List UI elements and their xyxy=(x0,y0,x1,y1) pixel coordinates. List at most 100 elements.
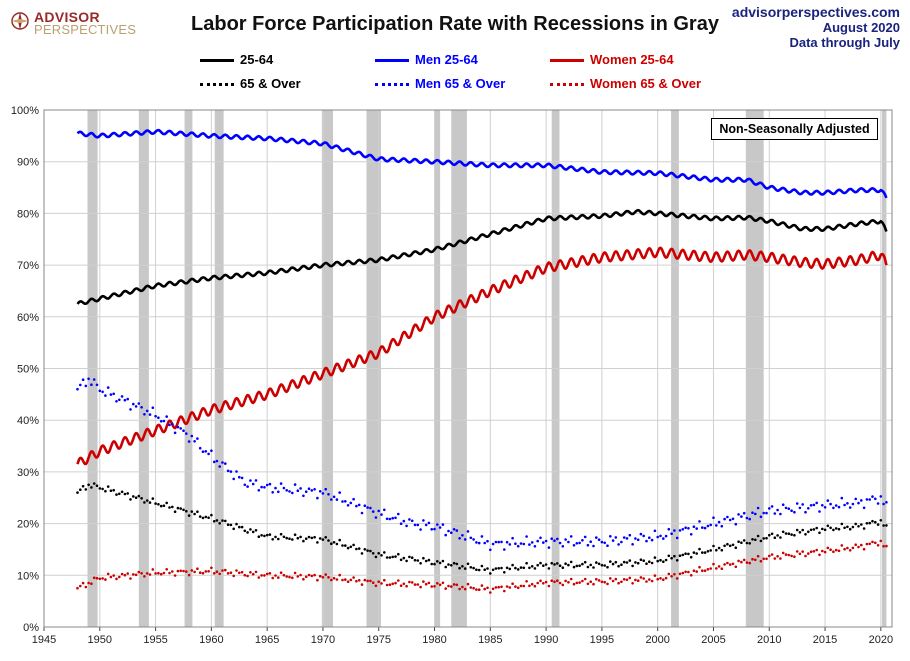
series-point-men-65-over xyxy=(271,491,275,494)
series-point-women-65-over xyxy=(648,578,651,581)
series-point-women-65-over xyxy=(285,575,289,578)
series-point-women-65-over xyxy=(397,579,400,582)
series-point-women-65-over xyxy=(410,581,414,584)
series-point-men-65-over xyxy=(466,530,470,533)
series-point-men-65-over xyxy=(603,541,606,545)
series-point-65-over xyxy=(327,539,330,542)
legend-label: 65 & Over xyxy=(240,76,301,91)
series-point-women-65-over xyxy=(346,580,350,583)
series-point-men-65-over xyxy=(505,540,509,544)
series-point-65-over xyxy=(628,559,632,562)
series-point-women-65-over xyxy=(274,574,277,577)
series-point-men-65-over xyxy=(547,546,551,549)
series-point-65-over xyxy=(84,488,88,491)
series-point-women-65-over xyxy=(742,558,746,562)
series-point-men-65-over xyxy=(95,383,99,387)
series-point-65-over xyxy=(567,563,570,567)
series-point-men-65-over xyxy=(84,384,88,388)
series-point-65-over xyxy=(316,541,319,544)
x-tick-label: 1950 xyxy=(88,634,112,646)
series-point-65-over xyxy=(413,558,417,562)
series-point-women-65-over xyxy=(508,586,512,589)
series-point-women-65-over xyxy=(226,572,230,575)
series-point-65-over xyxy=(210,513,213,517)
series-point-men-65-over xyxy=(151,406,155,410)
series-point-men-65-over xyxy=(812,503,816,507)
series-point-women-65-over xyxy=(229,571,233,574)
series-point-men-65-over xyxy=(617,543,620,546)
series-point-65-over xyxy=(653,556,657,559)
series-point-65-over xyxy=(433,562,436,566)
series-point-65-over xyxy=(332,541,336,544)
series-point-men-65-over xyxy=(145,409,149,413)
series-point-men-65-over xyxy=(840,496,844,500)
series-point-65-over xyxy=(511,563,514,567)
series-point-men-65-over xyxy=(265,483,269,487)
source-site[interactable]: advisorperspectives.com xyxy=(731,4,900,20)
series-point-women-65-over xyxy=(332,576,336,580)
series-point-men-65-over xyxy=(494,540,498,544)
series-point-65-over xyxy=(625,561,629,564)
series-point-men-65-over xyxy=(299,487,302,490)
series-point-65-over xyxy=(667,554,671,558)
series-point-65-over xyxy=(692,551,696,554)
series-point-65-over xyxy=(159,504,163,508)
series-point-women-65-over xyxy=(851,546,855,550)
series-point-men-65-over xyxy=(316,496,319,500)
series-point-women-65-over xyxy=(505,585,509,588)
series-point-women-65-over xyxy=(569,577,573,581)
series-point-men-65-over xyxy=(670,532,673,535)
series-point-men-65-over xyxy=(536,539,539,543)
y-tick-label: 100% xyxy=(11,105,39,117)
series-point-women-65-over xyxy=(399,584,403,587)
series-point-women-65-over xyxy=(137,570,141,574)
series-point-65-over xyxy=(609,560,612,563)
series-point-men-65-over xyxy=(391,516,395,520)
series-point-men-65-over xyxy=(397,512,400,516)
series-point-65-over xyxy=(860,523,863,526)
series-point-65-over xyxy=(581,562,584,566)
series-point-women-65-over xyxy=(369,579,372,583)
series-point-women-65-over xyxy=(862,547,866,551)
series-point-65-over xyxy=(840,522,844,526)
series-point-women-65-over xyxy=(871,540,874,544)
series-point-65-over xyxy=(126,492,129,495)
series-point-65-over xyxy=(583,560,587,564)
series-point-65-over xyxy=(631,564,634,568)
series-point-men-65-over xyxy=(349,501,353,505)
series-point-women-65-over xyxy=(516,586,520,590)
series-point-men-65-over xyxy=(826,499,830,502)
series-point-men-65-over xyxy=(533,545,537,548)
chart-title: Labor Force Participation Rate with Rece… xyxy=(191,13,719,35)
series-point-women-65-over xyxy=(807,552,810,555)
series-point-men-65-over xyxy=(600,540,604,544)
series-point-65-over xyxy=(198,515,202,518)
series-point-men-65-over xyxy=(871,495,874,498)
series-point-65-over xyxy=(416,559,420,562)
series-point-65-over xyxy=(639,558,643,561)
series-point-women-65-over xyxy=(829,548,832,551)
series-point-65-over xyxy=(656,559,659,563)
series-point-65-over xyxy=(385,556,389,559)
series-point-women-65-over xyxy=(740,560,743,564)
series-point-men-65-over xyxy=(712,516,715,519)
series-point-women-65-over xyxy=(187,573,191,577)
series-point-men-65-over xyxy=(190,434,194,438)
series-point-women-65-over xyxy=(812,550,816,553)
series-point-men-65-over xyxy=(438,526,442,529)
series-point-men-65-over xyxy=(809,504,813,507)
series-point-65-over xyxy=(157,503,160,506)
series-point-men-65-over xyxy=(212,460,216,464)
series-point-men-65-over xyxy=(254,479,258,482)
series-point-65-over xyxy=(134,496,138,500)
series-point-women-65-over xyxy=(662,578,665,581)
series-point-women-65-over xyxy=(731,562,735,566)
series-point-women-65-over xyxy=(790,554,793,558)
series-point-men-65-over xyxy=(801,503,804,506)
series-point-men-65-over xyxy=(193,440,196,443)
series-point-women-65-over xyxy=(737,559,740,563)
series-point-women-65-over xyxy=(371,581,375,584)
series-point-women-65-over xyxy=(159,572,163,576)
series-point-men-65-over xyxy=(81,378,85,382)
series-point-65-over xyxy=(544,563,548,566)
